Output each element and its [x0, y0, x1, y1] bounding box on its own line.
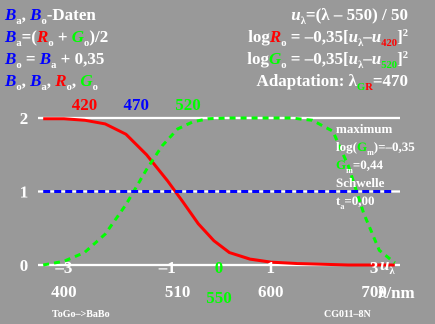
header-left-line: Bo, Ba, Ro, Go	[4, 71, 98, 93]
side-note-line: Schwelle	[336, 175, 385, 190]
side-note-line: ta=0,00	[336, 193, 375, 211]
header-right-line: uλ=(λ – 550) / 50	[291, 5, 408, 27]
nm-tick-label: 510	[165, 282, 191, 301]
u-tick-label: 1	[266, 258, 275, 277]
header-left-line: Bo = Ba + 0,35	[4, 49, 104, 71]
y-tick-label: 0	[20, 256, 29, 275]
u-tick-label: –3	[54, 258, 72, 277]
plot-area: 0 1 2 –3 –1 0 1 3 uλ	[20, 109, 400, 277]
series-line-green	[42, 116, 396, 267]
wavelength-label-520: 520	[175, 95, 201, 114]
footer-right-text: CG011–8N	[324, 309, 371, 320]
side-note-line: maximum	[336, 121, 393, 136]
header-right-line: logRo = –0,35[uλ–u420]2	[248, 27, 408, 49]
u-tick-label: –1	[158, 258, 176, 277]
series-line-red	[43, 117, 395, 267]
footer-left-text: ToGo–>BaBo	[52, 309, 110, 320]
header-right-line: Adaptation: λGR=470	[257, 71, 408, 93]
u-tick-label: 0	[215, 258, 224, 277]
side-note-line: log(Gm)=–0,35	[336, 139, 415, 157]
side-note-line: Gm=0,44	[336, 157, 383, 175]
nm-tick-label: 700	[361, 282, 387, 301]
x-axis-label: uλ	[380, 255, 395, 277]
y-tick-label: 2	[20, 109, 29, 128]
wavelength-labels: 420 470 520	[72, 95, 201, 114]
header-right-line: logGo = –0,35[uλ–u520]2	[247, 49, 408, 71]
wavelength-label-420: 420	[72, 95, 98, 114]
y-tick-label: 1	[20, 183, 29, 202]
nm-tick-label: 600	[258, 282, 284, 301]
nm-axis-unit: λ/nm	[378, 283, 415, 302]
nm-tick-label: 400	[51, 282, 77, 301]
nm-tick-label: 550	[206, 288, 232, 307]
wavelength-label-470: 470	[124, 95, 150, 114]
header-left-line: Ba, Bo-Daten	[4, 5, 96, 27]
header-left-line: Ba=(Ro + Go)/2	[4, 27, 108, 49]
u-tick-label: 3	[370, 258, 379, 277]
